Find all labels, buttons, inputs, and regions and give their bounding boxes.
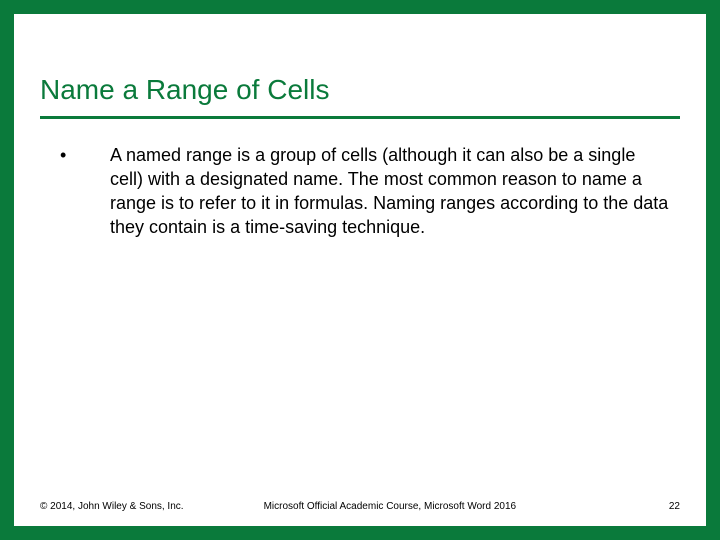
footer-course: Microsoft Official Academic Course, Micr…: [184, 501, 669, 512]
slide-title: Name a Range of Cells: [40, 74, 680, 106]
bullet-marker: •: [40, 143, 110, 167]
footer-copyright: © 2014, John Wiley & Sons, Inc.: [40, 501, 184, 512]
bullet-item: • A named range is a group of cells (alt…: [40, 143, 680, 239]
slide-frame: Name a Range of Cells • A named range is…: [0, 0, 720, 540]
slide-footer: © 2014, John Wiley & Sons, Inc. Microsof…: [40, 501, 680, 512]
content-area: Name a Range of Cells • A named range is…: [14, 14, 706, 526]
title-underline: [40, 116, 680, 119]
footer-page-number: 22: [669, 501, 680, 512]
bullet-text: A named range is a group of cells (altho…: [110, 143, 680, 239]
